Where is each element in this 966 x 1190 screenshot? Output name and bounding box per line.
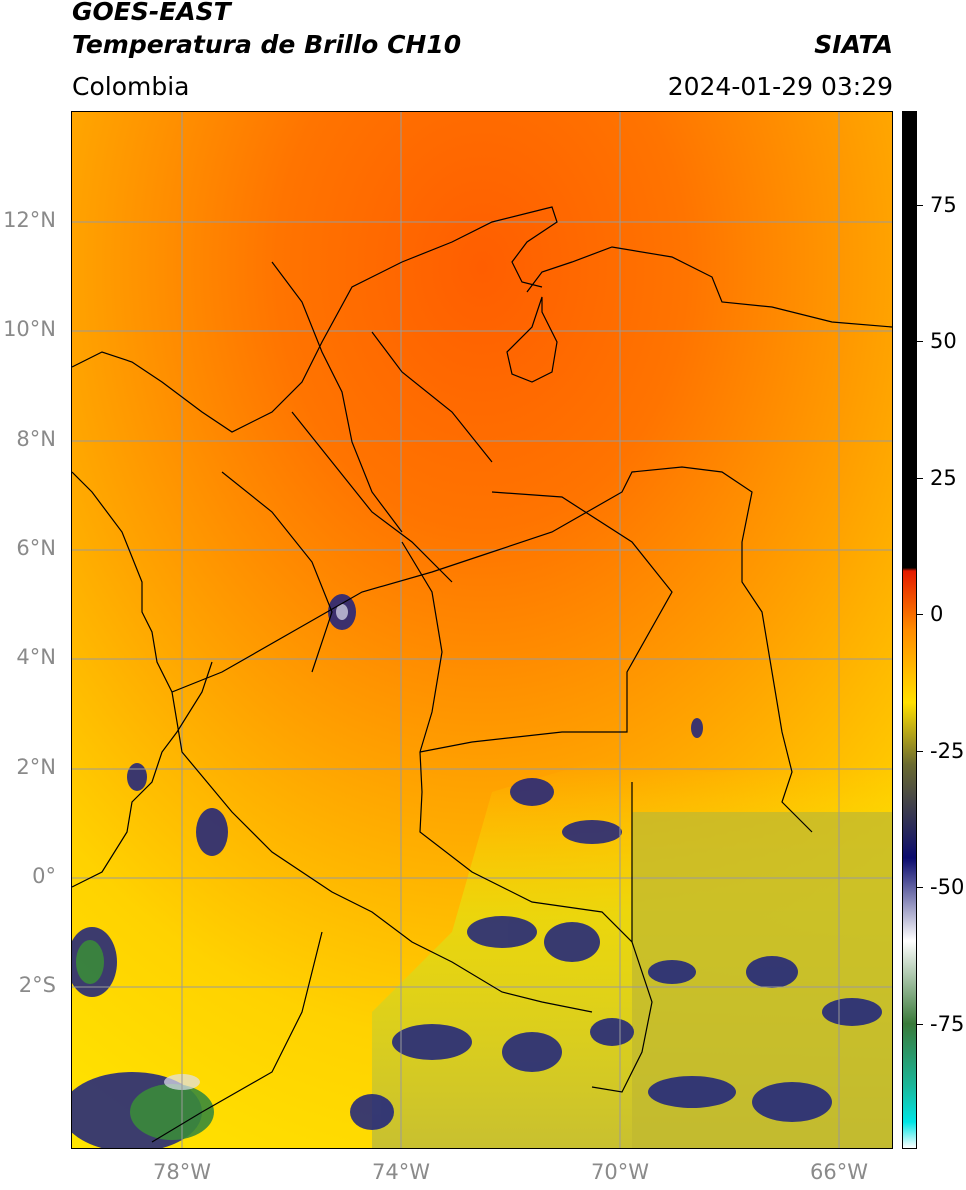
lat-tick-10n: 10°N [3, 317, 56, 341]
map-title: GOES-EAST [72, 0, 231, 26]
brightness-temperature-map [72, 112, 892, 1148]
brand-label: SIATA [814, 30, 893, 59]
coastlines-and-borders [72, 206, 892, 1143]
timestamp-label: 2024-01-29 03:29 [667, 72, 893, 101]
region-label: Colombia [72, 72, 190, 101]
colorbar-tick [917, 1024, 923, 1025]
graticule [72, 112, 892, 1148]
lat-tick-6n: 6°N [16, 536, 56, 560]
map-subtitle: Temperatura de Brillo CH10 [72, 30, 462, 59]
colorbar-label-75: 75 [930, 193, 957, 217]
lon-tick-66w: 66°W [810, 1160, 868, 1184]
colorbar-tick [917, 614, 923, 615]
lat-tick-0: 0° [32, 864, 56, 888]
colorbar-label-50: 50 [930, 329, 957, 353]
colorbar [902, 111, 917, 1149]
colorbar-tick [917, 887, 923, 888]
colorbar-label-minus25: -25 [930, 739, 965, 763]
lat-tick-8n: 8°N [16, 427, 56, 451]
lat-tick-2s: 2°S [18, 973, 56, 997]
coldest-tops [76, 940, 214, 1140]
lon-tick-78w: 78°W [153, 1160, 211, 1184]
colorbar-tick [917, 205, 923, 206]
colorbar-label-0: 0 [930, 602, 944, 626]
lat-tick-12n: 12°N [3, 208, 56, 232]
colorbar-tick [917, 341, 923, 342]
lat-tick-2n: 2°N [16, 755, 56, 779]
colorbar-tick [917, 751, 923, 752]
lon-tick-74w: 74°W [372, 1160, 430, 1184]
colorbar-label-minus75: -75 [930, 1012, 965, 1036]
lon-tick-70w: 70°W [591, 1160, 649, 1184]
lat-tick-4n: 4°N [16, 645, 56, 669]
colorbar-label-minus50: -50 [930, 875, 965, 899]
colorbar-label-25: 25 [930, 466, 957, 490]
colorbar-tick [917, 478, 923, 479]
map-panel [71, 111, 893, 1149]
